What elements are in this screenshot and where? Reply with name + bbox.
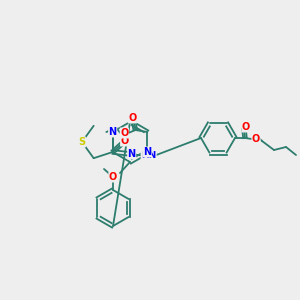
Text: N: N <box>143 147 152 157</box>
Text: O: O <box>242 122 250 132</box>
Text: HN: HN <box>141 151 156 160</box>
Text: O: O <box>120 128 128 138</box>
Text: O: O <box>109 172 117 182</box>
Text: S: S <box>78 137 85 147</box>
Text: N: N <box>128 149 136 159</box>
Text: N: N <box>109 127 117 137</box>
Text: O: O <box>128 113 136 123</box>
Text: O: O <box>252 134 260 144</box>
Text: O: O <box>121 136 129 146</box>
